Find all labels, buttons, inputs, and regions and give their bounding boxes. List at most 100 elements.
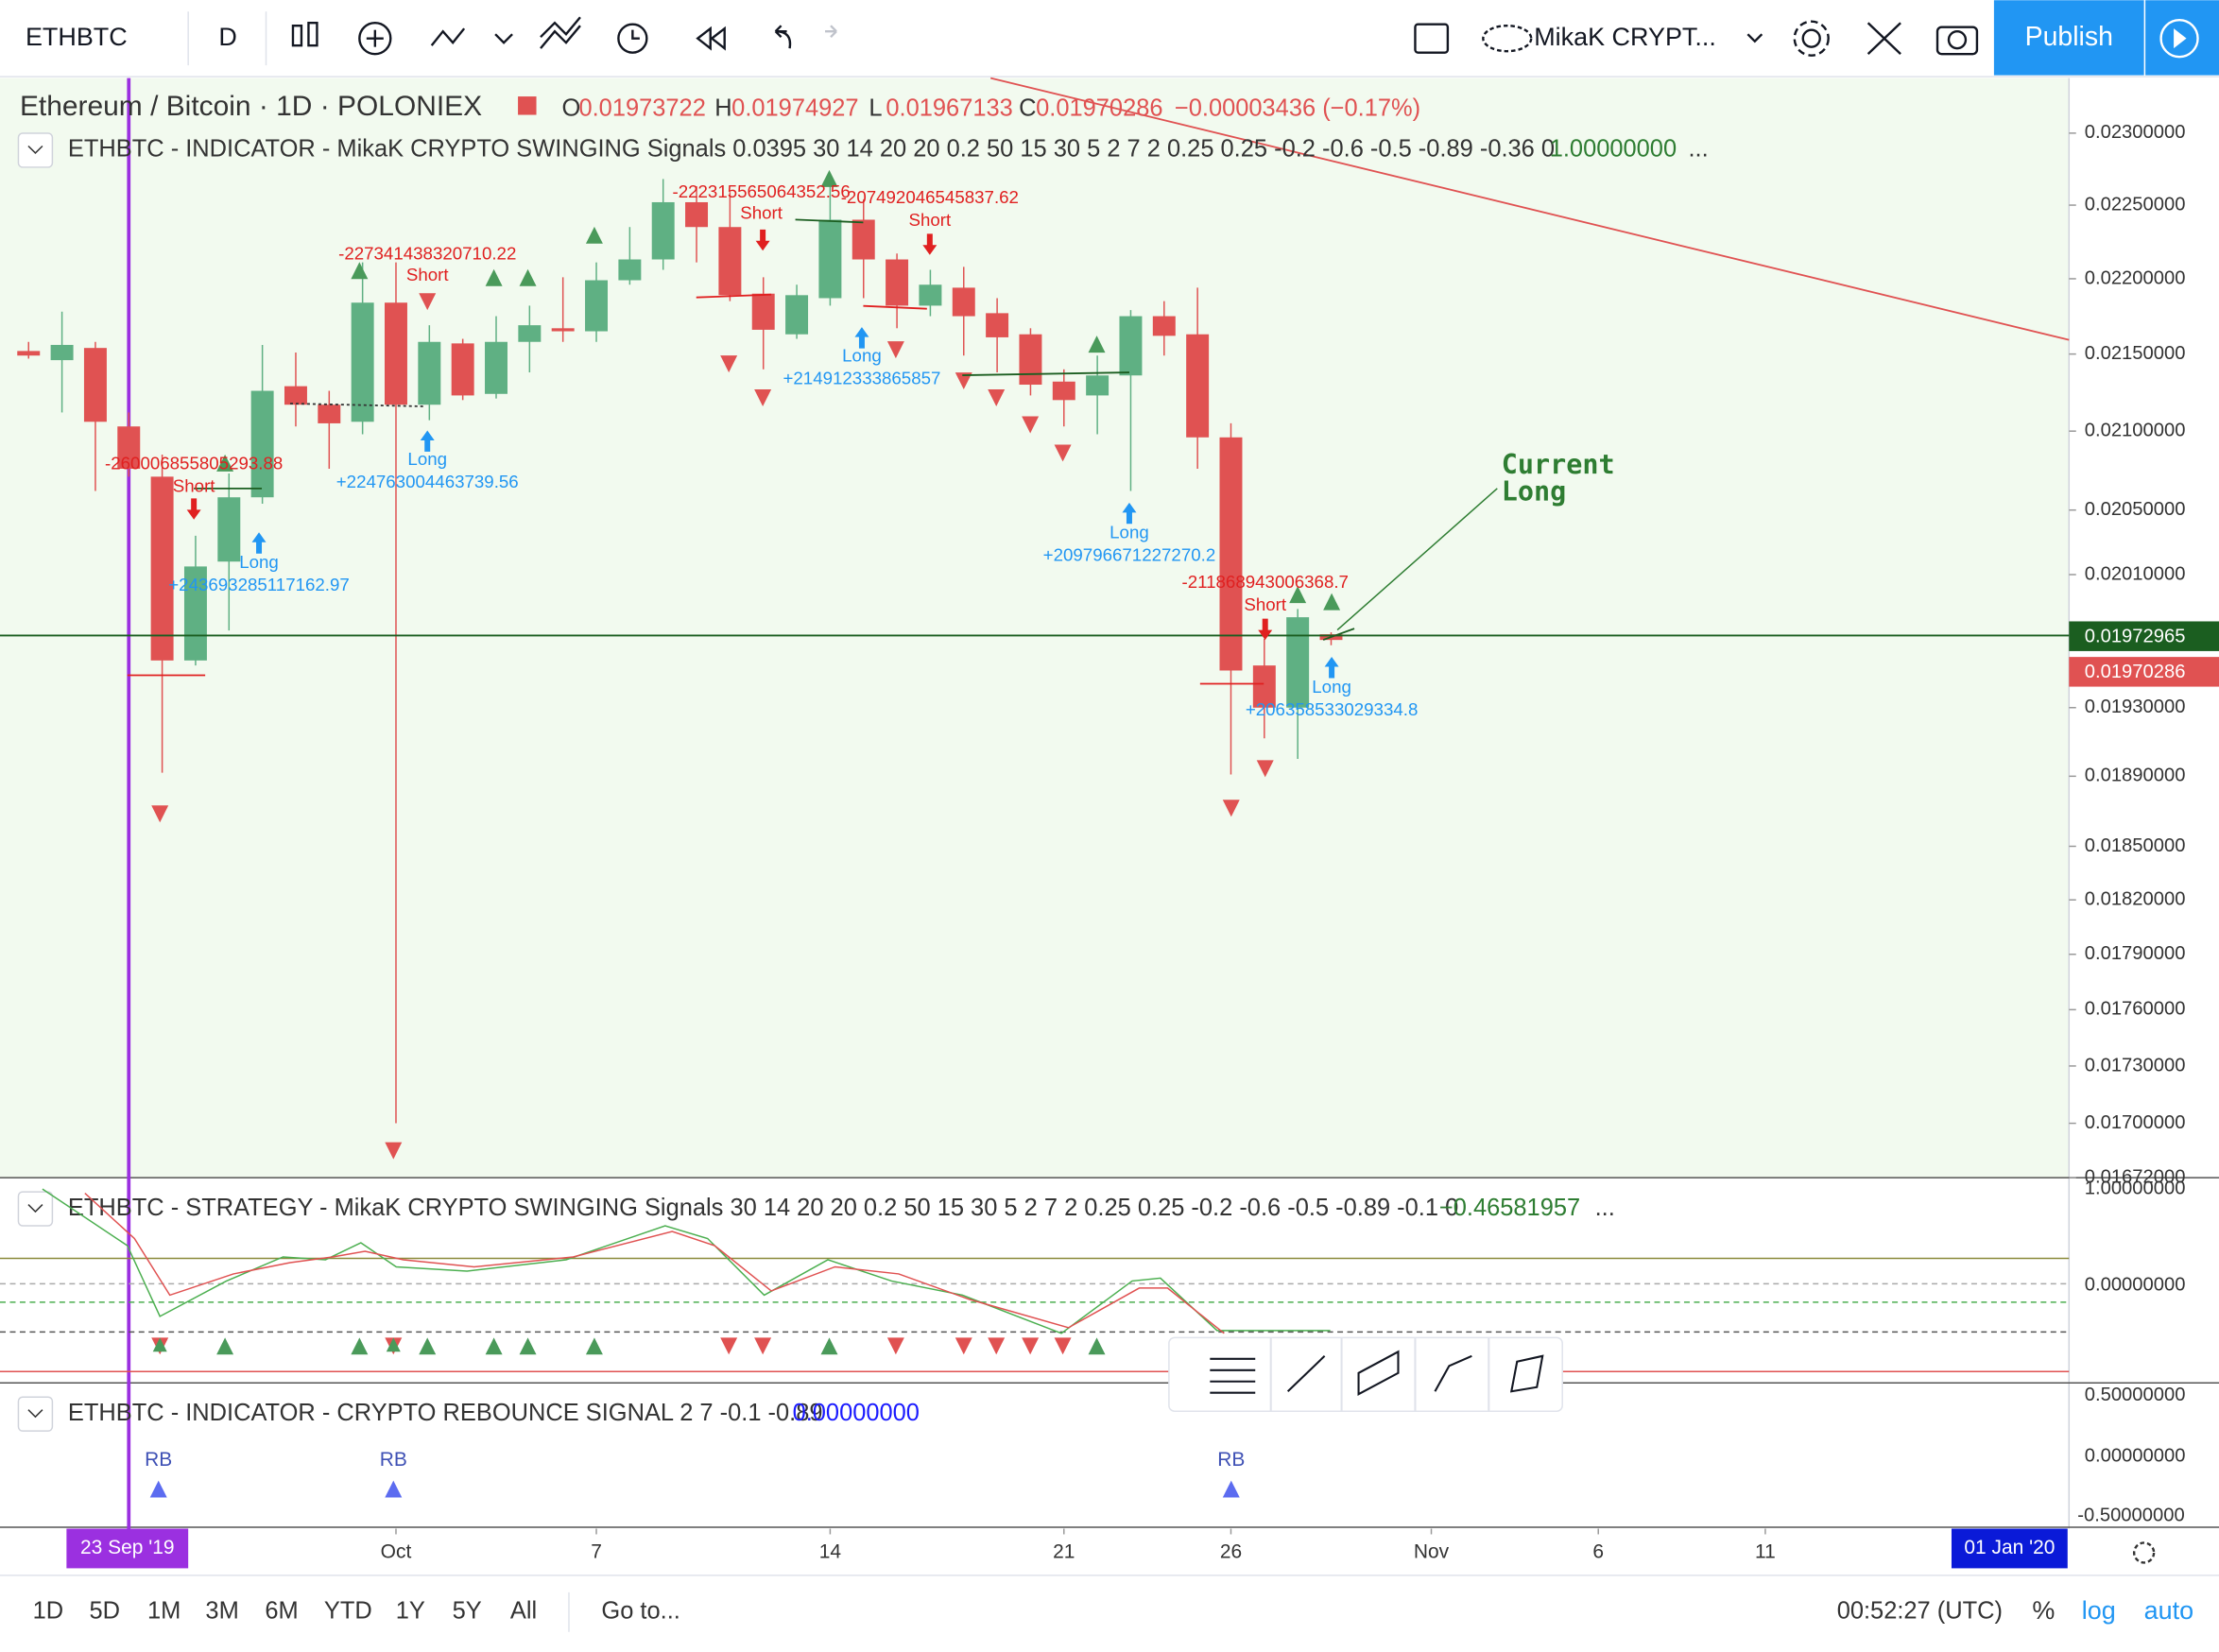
range-button[interactable]: 1D: [33, 1598, 64, 1625]
y-tick-label: 0.01730000: [2085, 1055, 2186, 1076]
candle-body: [1219, 437, 1243, 671]
collapse-icon: [27, 1204, 43, 1213]
auto-toggle[interactable]: auto: [2144, 1596, 2193, 1625]
trade-line: [696, 293, 772, 299]
signal-label: Short: [1244, 594, 1287, 614]
collapse-icon: [27, 1409, 43, 1419]
range-button[interactable]: 6M: [265, 1598, 298, 1625]
long-arrow: [854, 327, 869, 349]
collapse-button[interactable]: [17, 1396, 54, 1432]
cursor-date: 01 Jan '20: [1964, 1537, 2055, 1558]
main-legend: Ethereum / Bitcoin · 1D · POLONIEX ETHBT…: [17, 91, 1709, 168]
bottom-bar: 00:52:27 (UTC) % log auto Go to... 1D 5D 1…: [33, 1592, 2193, 1632]
down-triangle: [1054, 1337, 1072, 1355]
interval-button[interactable]: D: [218, 23, 236, 51]
strategy-legend: ETHBTC - STRATEGY - MikaK CRYPTO SWINGIN…: [0, 1178, 2186, 1373]
signal-label: +214912333865857: [783, 368, 940, 387]
price-label: 0.01970286: [2085, 662, 2186, 682]
range-button[interactable]: 1Y: [396, 1598, 425, 1625]
symbol-button[interactable]: ETHBTC: [26, 23, 128, 51]
candle-body: [886, 259, 909, 306]
up-triangle: [585, 1337, 603, 1355]
long-arrow: [1324, 657, 1339, 679]
publish-label[interactable]: Publish: [2025, 22, 2113, 52]
range-button[interactable]: 5Y: [453, 1598, 482, 1625]
ohlc-key: H: [714, 95, 731, 121]
toolbar-icons[interactable]: [291, 16, 1979, 57]
candle-body: [1019, 334, 1042, 386]
signal-label: Short: [740, 202, 783, 222]
up-triangle: [485, 268, 503, 286]
strategy-value: −0.46581957: [1439, 1195, 1580, 1221]
drawing-tools[interactable]: [1210, 1337, 1544, 1412]
rb-label: RB: [145, 1449, 172, 1471]
range-button[interactable]: 5D: [90, 1598, 121, 1625]
up-triangle: [519, 268, 537, 286]
y-tick-label: 0.01850000: [2085, 835, 2186, 856]
candle-body: [451, 343, 474, 396]
up-triangle: [152, 1337, 167, 1352]
cursor-date: 23 Sep '19: [80, 1537, 175, 1558]
down-triangle: [720, 355, 738, 373]
candle-body: [685, 201, 709, 228]
more: ...: [1688, 136, 1708, 163]
strategy-axis-label: 0.00000000: [2085, 1274, 2186, 1295]
top-toolbar: ETHBTC D MikaK CRYPT... Publish: [0, 0, 2219, 77]
change: −0.00003436 (−0.17%): [1175, 95, 1420, 121]
rebounce-title: ETHBTC - INDICATOR - CRYPTO REBOUNCE SIG…: [68, 1400, 823, 1426]
callout-label: Current: [1502, 449, 1615, 480]
candle-body: [851, 219, 875, 260]
candle-body: [551, 328, 575, 332]
candle-body: [618, 259, 642, 281]
range-button[interactable]: 1M: [147, 1598, 181, 1625]
signal-label: -260006855805293.88: [105, 453, 283, 473]
price-label-box: [2069, 657, 2219, 687]
up-triangle: [485, 1337, 503, 1355]
layout-name[interactable]: MikaK CRYPT...: [1534, 23, 1716, 51]
y-tick-label: 0.01790000: [2085, 943, 2186, 964]
down-triangle: [720, 1337, 738, 1355]
short-arrow: [1258, 618, 1273, 641]
up-triangle: [419, 1337, 437, 1355]
log-toggle[interactable]: log: [2082, 1596, 2116, 1625]
down-triangle: [988, 1337, 1006, 1355]
range-button[interactable]: 3M: [205, 1598, 238, 1625]
down-triangle: [988, 389, 1006, 407]
symbol-title: Ethereum / Bitcoin · 1D · POLONIEX: [20, 91, 482, 122]
rebounce-axis-label: -0.50000000: [2077, 1505, 2184, 1525]
candle-body: [250, 390, 274, 498]
up-triangle: [820, 1337, 838, 1355]
down-triangle: [1256, 760, 1274, 778]
candle-body: [284, 386, 307, 405]
down-triangle: [886, 1337, 904, 1355]
candle-body: [485, 341, 507, 394]
candle-body: [351, 302, 374, 422]
signal-label: Long: [407, 449, 447, 469]
up-triangle: [1323, 593, 1341, 611]
ohlc-value: 0.01974927: [731, 95, 858, 121]
candle-body: [919, 284, 942, 306]
rb-label: RB: [1217, 1449, 1245, 1471]
range-button[interactable]: All: [510, 1598, 537, 1625]
settings-icon[interactable]: [2132, 1541, 2156, 1564]
range-button[interactable]: YTD: [324, 1598, 372, 1625]
y-tick-label: 0.01820000: [2085, 888, 2186, 909]
publish-button[interactable]: [1993, 0, 2144, 76]
up-triangle: [1088, 336, 1106, 353]
indicator-value: 1.00000000: [1550, 136, 1677, 163]
candle-body: [183, 566, 207, 661]
candle-body: [17, 351, 41, 356]
collapse-button[interactable]: [17, 132, 54, 168]
candle-body: [952, 287, 975, 317]
candle-body: [1052, 381, 1075, 401]
candle-body: [217, 497, 241, 562]
percent-toggle[interactable]: %: [2032, 1596, 2055, 1625]
collapse-button[interactable]: [17, 1191, 54, 1227]
rb-label: RB: [380, 1449, 407, 1471]
flag: [518, 96, 537, 115]
ohlc-key: L: [869, 95, 882, 121]
down-triangle: [955, 372, 972, 390]
goto-button[interactable]: Go to...: [601, 1598, 679, 1625]
up-triangle: [820, 169, 838, 187]
